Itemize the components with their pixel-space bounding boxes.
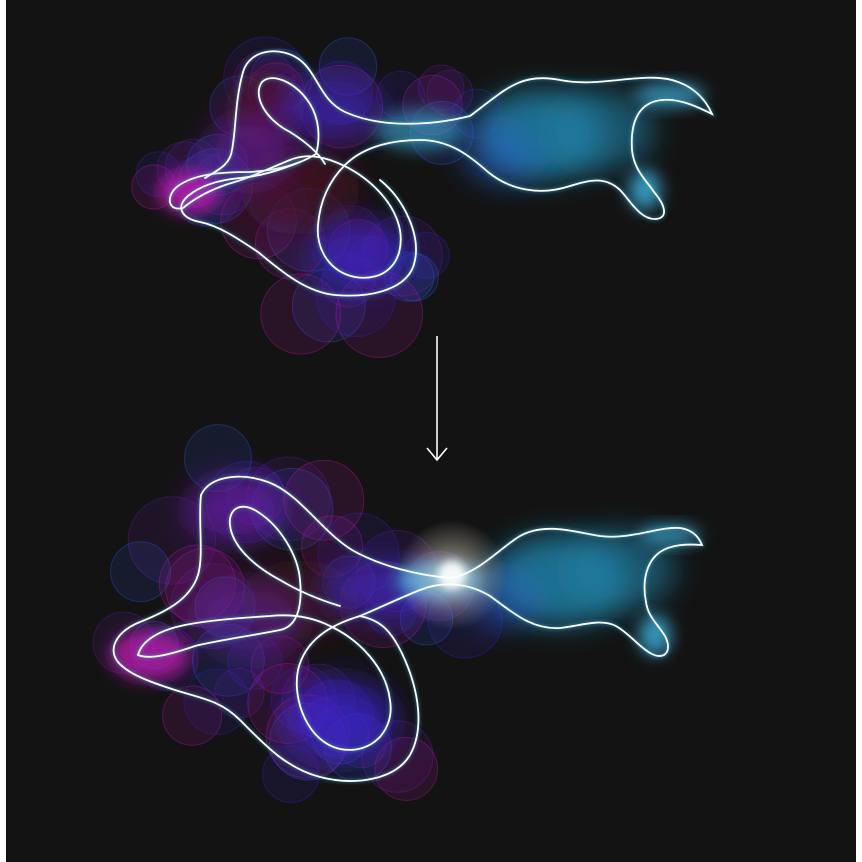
bokeh-circle [110,541,172,603]
color-blob [545,90,655,170]
bokeh-circle [214,668,265,719]
outline-stroke [180,161,417,297]
knotted-creature-after [92,424,706,803]
color-blob [460,125,540,185]
outline-stroke [112,494,420,782]
outline-layer [111,474,706,783]
outline-layer [167,49,716,298]
bokeh-circle [283,459,365,541]
color-blob [639,615,671,655]
bokeh-circle [262,745,320,803]
outline-stroke [169,77,402,279]
arrow-down-icon [426,336,448,462]
color-blob [635,83,705,107]
color-blob [629,170,661,210]
bokeh-circle [374,737,439,801]
color-blob [565,530,675,610]
color-blob [285,680,395,760]
outline-stroke [200,475,704,657]
bokeh-circle [417,64,465,112]
outline-stroke [242,50,714,220]
outline-stroke [136,505,392,751]
spark-glow [397,465,507,715]
knotted-creature-before [131,36,716,358]
outline-stroke [204,71,244,179]
